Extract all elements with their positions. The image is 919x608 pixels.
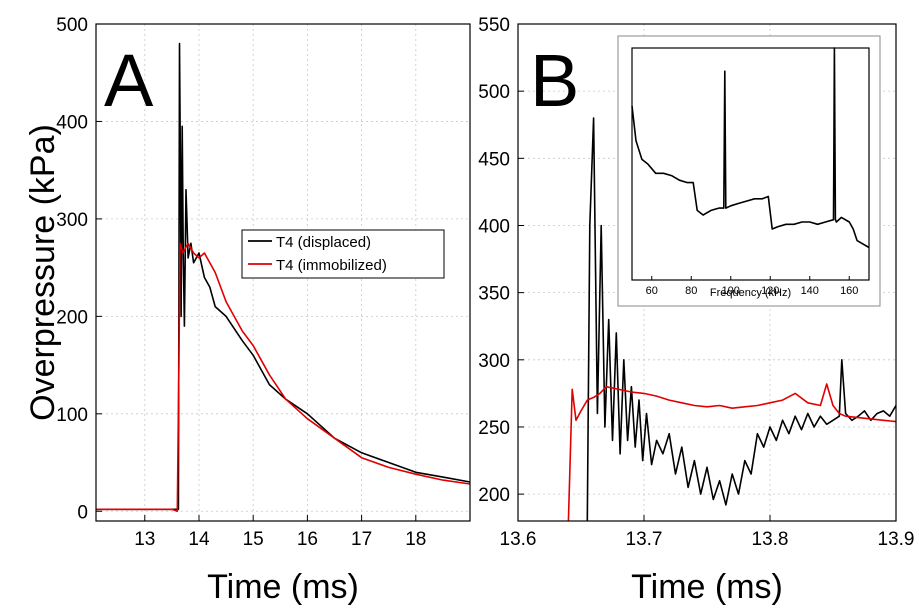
y-tick-label: 550: [478, 15, 510, 36]
y-tick-label: 200: [478, 485, 510, 506]
y-tick-label: 250: [478, 418, 510, 439]
y-tick-label: 500: [56, 15, 88, 36]
y-tick-label: 350: [478, 284, 510, 305]
legend: T4 (displaced) T4 (immobilized): [242, 230, 444, 278]
inset-background: [618, 36, 880, 306]
x-axis-label: Time (ms): [207, 568, 359, 606]
series-line-1-1: [568, 384, 896, 521]
y-tick-label: 300: [478, 351, 510, 372]
y-tick-label: 500: [478, 82, 510, 103]
x-tick-label: 13: [134, 529, 155, 550]
y-axis-label: Overpressure (kPa): [24, 124, 62, 421]
legend-entry: T4 (displaced): [276, 234, 371, 251]
inset-x-tick-label: 60: [646, 285, 658, 297]
inset-x-tick-label: 160: [840, 285, 858, 297]
inset-x-tick-label: 140: [801, 285, 819, 297]
legend-entry: T4 (immobilized): [276, 257, 387, 274]
y-tick-label: 0: [77, 502, 88, 523]
x-axis-label: Time (ms): [631, 568, 783, 606]
y-tick-label: 450: [478, 149, 510, 170]
x-tick-label: 14: [188, 529, 210, 550]
y-tick-label: 400: [478, 216, 510, 237]
inset-x-axis-label: Frequency (kHz): [710, 287, 791, 299]
panel-label: A: [104, 39, 154, 122]
x-tick-label: 18: [405, 529, 426, 550]
x-tick-label: 16: [297, 529, 318, 550]
panel-label: B: [530, 39, 579, 122]
x-tick-label: 17: [351, 529, 372, 550]
x-tick-label: 13.7: [626, 529, 663, 550]
x-tick-label: 13.9: [878, 529, 915, 550]
x-tick-label: 13.8: [752, 529, 789, 550]
x-tick-label: 15: [243, 529, 264, 550]
x-tick-label: 13.6: [500, 529, 537, 550]
inset-x-tick-label: 80: [685, 285, 697, 297]
